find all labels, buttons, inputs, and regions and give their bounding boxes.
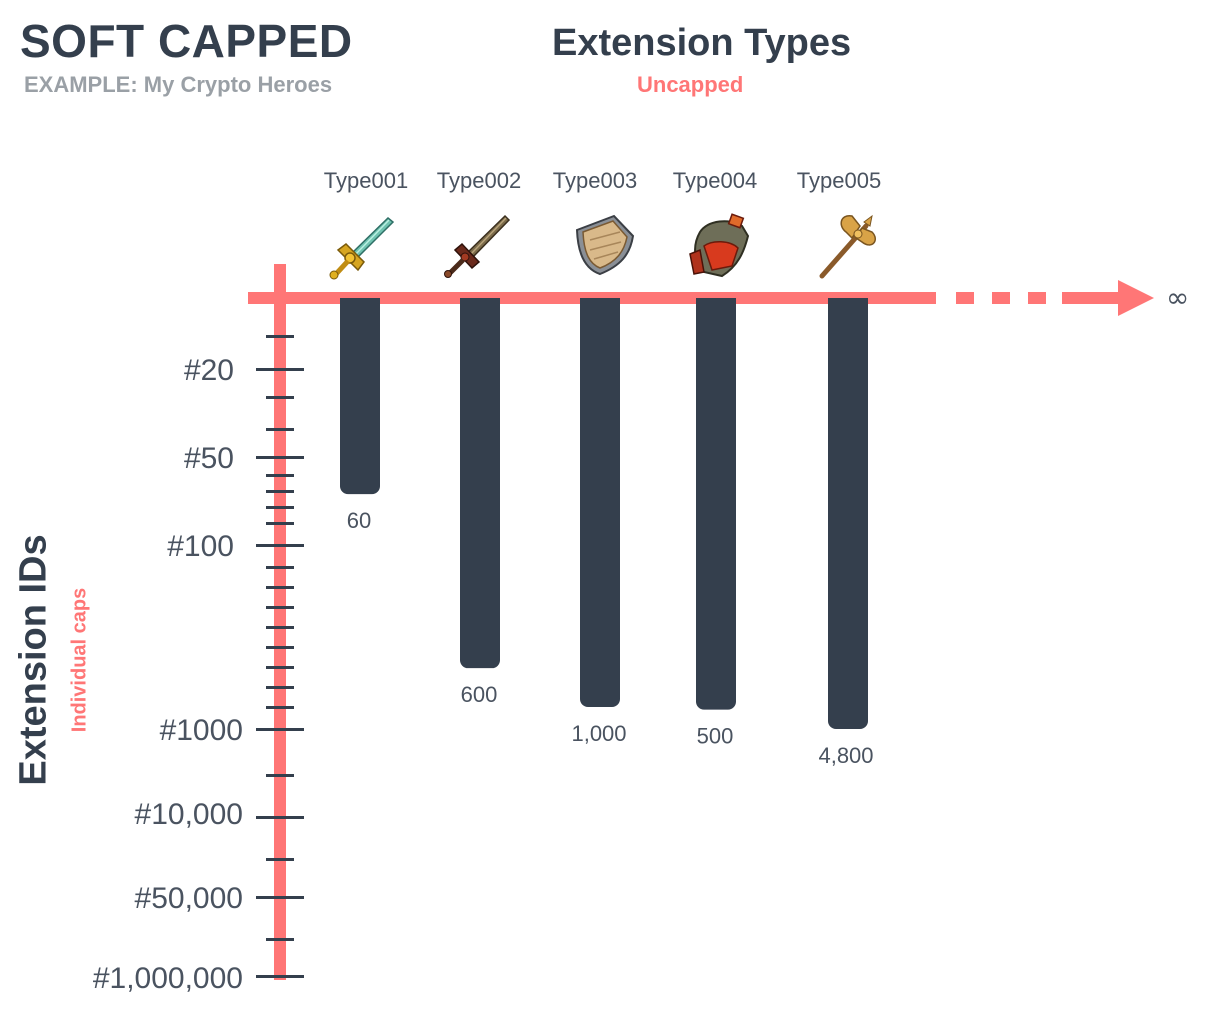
bar-value-label: 1,000 — [571, 721, 626, 746]
minor-tick — [266, 686, 294, 689]
bar-type001 — [340, 298, 380, 495]
x-axis-title: Extension Types — [552, 22, 852, 64]
minor-tick — [266, 490, 294, 493]
minor-tick — [266, 335, 294, 338]
major-tick — [256, 975, 304, 978]
minor-tick — [266, 858, 294, 861]
minor-tick — [266, 606, 294, 609]
y-tick-label: #1000 — [160, 714, 243, 747]
y-tick-label: #100 — [167, 530, 234, 563]
type-label-type004: Type004 — [673, 168, 757, 193]
minor-tick — [266, 586, 294, 589]
x-axis-subtitle: Uncapped — [637, 72, 744, 97]
minor-tick — [266, 506, 294, 509]
bar-top-cap — [580, 298, 620, 310]
major-tick — [256, 368, 304, 371]
major-tick — [256, 896, 304, 899]
page-subtitle: EXAMPLE: My Crypto Heroes — [24, 72, 333, 97]
bar-type004 — [696, 298, 736, 710]
bar-type003 — [580, 298, 620, 707]
major-tick — [256, 456, 304, 459]
x-axis-dash — [1062, 292, 1124, 304]
y-tick-label: #10,000 — [135, 798, 243, 831]
x-axis-infinity-label: ∞ — [1166, 281, 1189, 314]
x-axis-arrow-icon — [1118, 280, 1154, 316]
type-label-type003: Type003 — [553, 168, 637, 193]
minor-tick — [266, 474, 294, 477]
minor-tick — [266, 566, 294, 569]
minor-tick — [266, 706, 294, 709]
y-tick-label: #20 — [184, 354, 234, 387]
shield-icon — [575, 214, 635, 276]
bar-value-label: 500 — [697, 724, 734, 749]
sword-icon — [329, 217, 395, 280]
bar-type002 — [460, 298, 500, 669]
y-axis-ticks — [256, 335, 304, 978]
minor-tick — [266, 666, 294, 669]
bar-top-cap — [340, 298, 380, 310]
type-label-type001: Type001 — [324, 168, 408, 193]
armor-icon — [689, 213, 750, 278]
minor-tick — [266, 646, 294, 649]
bar-value-label: 4,800 — [818, 743, 873, 768]
minor-tick — [266, 774, 294, 777]
major-tick — [256, 728, 304, 731]
minor-tick — [266, 428, 294, 431]
major-tick — [256, 544, 304, 547]
page-title: SOFT CAPPED — [20, 15, 353, 67]
minor-tick — [266, 522, 294, 525]
bar-type005 — [828, 298, 868, 729]
x-axis-dash — [992, 292, 1010, 304]
bar-value-label: 60 — [347, 508, 371, 533]
minor-tick — [266, 938, 294, 941]
y-axis-line — [274, 264, 286, 980]
minor-tick — [266, 396, 294, 399]
y-tick-label: #1,000,000 — [93, 962, 243, 995]
bar-top-cap — [828, 298, 868, 310]
x-axis-dash — [956, 292, 974, 304]
dark-sword-icon — [444, 214, 511, 278]
major-tick — [256, 816, 304, 819]
type-label-type005: Type005 — [797, 168, 881, 193]
battle-axe-icon — [819, 214, 876, 279]
bar-top-cap — [460, 298, 500, 310]
bar-top-cap — [696, 298, 736, 310]
y-tick-label: #50 — [184, 442, 234, 475]
bars-group — [340, 298, 868, 729]
minor-tick — [266, 626, 294, 629]
x-axis-dash — [1028, 292, 1046, 304]
bar-value-label: 600 — [461, 682, 498, 707]
type-label-type002: Type002 — [437, 168, 521, 193]
y-tick-label: #50,000 — [135, 882, 243, 915]
